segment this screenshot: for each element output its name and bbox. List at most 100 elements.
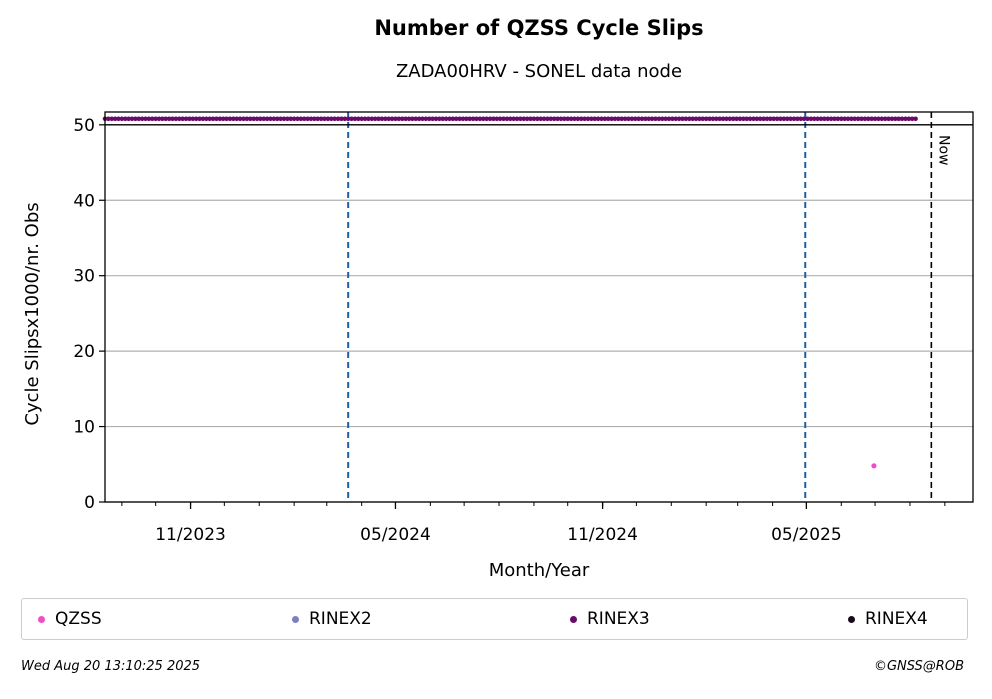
data-point-rinex3 <box>805 116 810 122</box>
data-point-rinex3 <box>511 116 516 122</box>
data-point-rinex3 <box>761 116 766 122</box>
data-point-rinex3 <box>450 116 456 122</box>
data-point-rinex3 <box>629 116 635 122</box>
data-point-rinex3 <box>781 116 787 122</box>
data-point-rinex3 <box>886 116 891 122</box>
data-point-rinex3 <box>453 116 459 122</box>
data-point-rinex3 <box>602 116 608 122</box>
data-point-rinex3 <box>231 116 236 122</box>
data-point-rinex3 <box>531 116 537 122</box>
data-point-rinex3 <box>480 116 486 122</box>
data-point-rinex3 <box>599 116 604 122</box>
now-label: Now <box>935 135 951 166</box>
data-point-rinex3 <box>703 116 709 122</box>
data-point-rinex3 <box>798 116 804 122</box>
legend-item-rinex4: RINEX4 <box>848 599 928 639</box>
data-point-rinex3 <box>514 116 520 122</box>
footer-timestamp: Wed Aug 20 13:10:25 2025 <box>21 659 201 674</box>
data-point-rinex3 <box>788 116 793 122</box>
x-tick-label: 11/2023 <box>155 525 226 545</box>
data-point-rinex3 <box>747 116 753 122</box>
data-point-rinex3 <box>578 116 584 122</box>
data-point-rinex3 <box>494 116 500 122</box>
data-point-rinex3 <box>116 116 121 122</box>
data-point-rinex3 <box>487 116 493 122</box>
legend-marker-qzss <box>38 615 45 623</box>
data-point-rinex3 <box>605 116 611 122</box>
data-point-rinex3 <box>335 116 341 122</box>
data-point-rinex3 <box>518 116 523 122</box>
y-axis-label: Cycle Slipsx1000/nr. Obs <box>22 202 43 425</box>
data-point-rinex3 <box>828 116 834 122</box>
data-point-rinex3 <box>575 116 581 122</box>
data-point-rinex3 <box>700 116 706 122</box>
legend-label-qzss: QZSS <box>55 609 102 629</box>
data-point-rinex3 <box>818 116 824 122</box>
data-point-rinex3 <box>383 116 388 122</box>
legend-marker-rinex3 <box>570 615 577 623</box>
y-tick-label: 50 <box>73 116 95 136</box>
data-point-rinex3 <box>139 116 145 122</box>
data-point-rinex3 <box>224 116 229 122</box>
data-point-rinex3 <box>784 116 790 122</box>
data-point-rinex3 <box>656 116 662 122</box>
data-point-rinex3 <box>153 116 158 122</box>
data-point-rinex3 <box>430 116 435 122</box>
data-point-rinex3 <box>396 116 402 122</box>
data-point-rinex3 <box>193 116 199 122</box>
data-point-rinex3 <box>122 116 128 122</box>
data-point-rinex3 <box>133 116 138 122</box>
data-point-rinex3 <box>676 116 682 122</box>
data-point-rinex3 <box>342 116 348 122</box>
data-point-rinex3 <box>217 116 223 122</box>
data-point-rinex3 <box>744 116 750 122</box>
data-point-rinex3 <box>281 116 287 122</box>
data-point-rinex3 <box>264 116 270 122</box>
data-point-rinex3 <box>149 116 155 122</box>
data-point-rinex3 <box>899 116 905 122</box>
data-point-rinex3 <box>639 116 645 122</box>
legend-label-rinex4: RINEX4 <box>865 609 928 629</box>
data-point-rinex3 <box>170 116 175 122</box>
data-point-rinex3 <box>551 116 557 122</box>
data-point-rinex3 <box>423 116 429 122</box>
data-point-rinex3 <box>768 116 773 122</box>
data-point-rinex3 <box>572 116 577 122</box>
data-point-rinex3 <box>734 116 739 122</box>
data-point-rinex3 <box>210 116 216 122</box>
data-point-rinex3 <box>268 116 273 122</box>
data-point-rinex3 <box>322 116 327 122</box>
data-point-rinex3 <box>318 116 324 122</box>
data-point-rinex3 <box>714 116 719 122</box>
data-point-rinex3 <box>653 116 658 122</box>
data-point-rinex3 <box>568 116 574 122</box>
data-point-rinex3 <box>504 116 510 122</box>
data-point-rinex3 <box>106 116 111 122</box>
data-point-rinex3 <box>315 116 321 122</box>
legend-item-rinex2: RINEX2 <box>292 599 372 639</box>
data-point-rinex3 <box>180 116 185 122</box>
data-point-rinex3 <box>535 116 540 122</box>
data-point-rinex3 <box>548 116 554 122</box>
data-point-rinex3 <box>710 116 716 122</box>
data-point-rinex3 <box>622 116 628 122</box>
data-point-rinex3 <box>177 116 182 122</box>
data-point-rinex3 <box>258 116 263 122</box>
data-point-rinex3 <box>295 116 300 122</box>
data-point-rinex3 <box>356 116 361 122</box>
data-point-rinex3 <box>416 116 422 122</box>
data-point-rinex3 <box>632 116 638 122</box>
data-point-rinex3 <box>393 116 398 122</box>
chart-title: Number of QZSS Cycle Slips <box>374 16 704 40</box>
data-point-rinex3 <box>589 116 594 122</box>
data-point-rinex3 <box>332 116 337 122</box>
plot-frame <box>104 111 974 503</box>
data-point-rinex3 <box>666 116 672 122</box>
x-tick-label: 11/2024 <box>567 525 638 545</box>
data-point-rinex3 <box>349 116 354 122</box>
data-point-rinex3 <box>626 116 631 122</box>
data-point-rinex3 <box>386 116 392 122</box>
data-point-rinex3 <box>879 116 885 122</box>
legend-label-rinex3: RINEX3 <box>587 609 650 629</box>
